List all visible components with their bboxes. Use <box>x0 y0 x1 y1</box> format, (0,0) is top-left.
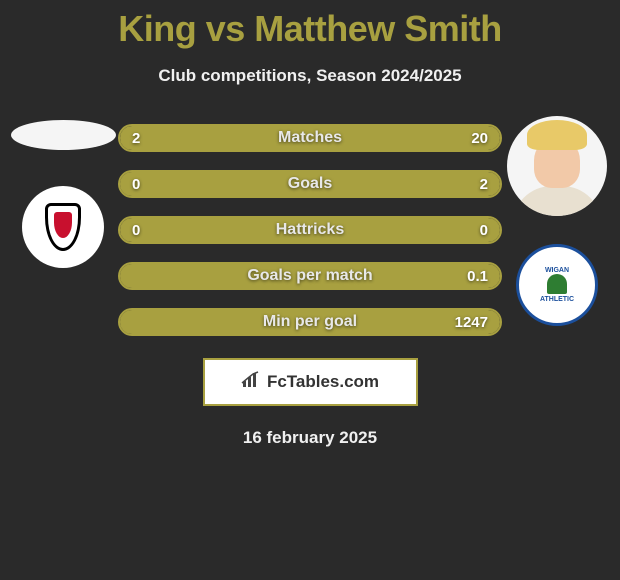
subtitle: Club competitions, Season 2024/2025 <box>0 66 620 86</box>
stat-row-goals: 0 Goals 2 <box>118 170 502 198</box>
comparison-card: King vs Matthew Smith Club competitions,… <box>0 0 620 448</box>
left-club-badge <box>22 186 104 268</box>
right-player-column: WIGAN ATHLETIC <box>502 116 612 336</box>
stat-row-matches: 2 Matches 20 <box>118 124 502 152</box>
stat-value-right: 0 <box>480 222 488 239</box>
stat-row-goals-per-match: Goals per match 0.1 <box>118 262 502 290</box>
left-player-avatar-placeholder <box>11 120 116 150</box>
stat-value-right: 2 <box>480 176 488 193</box>
stat-value-right: 1247 <box>455 314 488 331</box>
date-line: 16 february 2025 <box>0 428 620 448</box>
fulham-shield-icon <box>45 203 81 251</box>
stat-value-right: 20 <box>471 130 488 147</box>
stat-label: Matches <box>120 129 500 147</box>
wigan-tree-icon <box>547 274 567 294</box>
stat-label: Min per goal <box>120 313 500 331</box>
chart-icon <box>241 371 261 394</box>
stat-row-hattricks: 0 Hattricks 0 <box>118 216 502 244</box>
stat-row-min-per-goal: Min per goal 1247 <box>118 308 502 336</box>
avatar-hair <box>527 120 587 150</box>
brand-box[interactable]: FcTables.com <box>203 358 418 406</box>
brand-label: FcTables.com <box>267 372 379 392</box>
stats-column: 2 Matches 20 0 Goals 2 0 Hattricks 0 <box>118 116 502 336</box>
page-title: King vs Matthew Smith <box>0 8 620 50</box>
main-row: 2 Matches 20 0 Goals 2 0 Hattricks 0 <box>0 116 620 336</box>
left-player-column <box>8 116 118 336</box>
stat-value-right: 0.1 <box>467 268 488 285</box>
avatar-shoulders <box>512 186 602 216</box>
stat-label: Goals per match <box>120 267 500 285</box>
right-club-badge: WIGAN ATHLETIC <box>516 244 598 326</box>
stat-label: Hattricks <box>120 221 500 239</box>
wigan-text-top: WIGAN <box>545 267 569 274</box>
right-player-avatar <box>507 116 607 216</box>
stat-label: Goals <box>120 175 500 193</box>
wigan-text-bottom: ATHLETIC <box>540 296 574 303</box>
